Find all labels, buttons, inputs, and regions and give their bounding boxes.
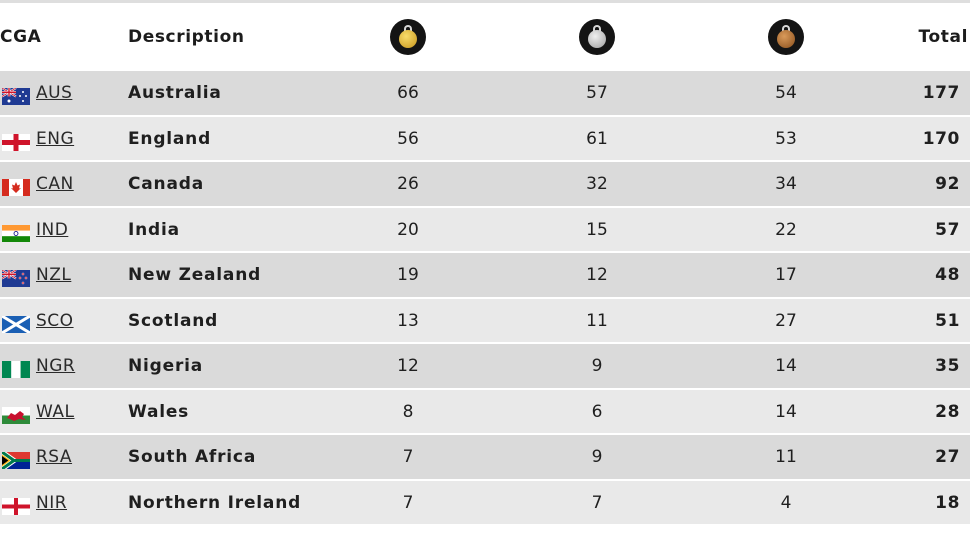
gold-medal-icon[interactable]	[390, 19, 426, 55]
gold-count: 8	[402, 401, 414, 422]
country-code-link[interactable]: IND	[36, 219, 69, 240]
country-code-link[interactable]: NZL	[36, 265, 72, 285]
top-divider	[0, 0, 970, 3]
gold-count: 19	[397, 265, 419, 285]
country-name: England	[128, 128, 212, 149]
bronze-count: 14	[775, 356, 797, 376]
total-count: 27	[935, 447, 960, 467]
table-row: SCO Scotland 13 11 27 51	[0, 298, 970, 344]
gold-count: 26	[397, 174, 419, 194]
gold-count: 12	[397, 356, 419, 376]
table-row: NZL New Zealand 19 12 17 48	[0, 253, 970, 299]
silver-count: 9	[591, 447, 603, 467]
total-count: 51	[935, 310, 960, 331]
india-flag-icon	[2, 224, 30, 242]
bronze-count: 11	[775, 447, 797, 467]
total-count: 48	[935, 265, 960, 285]
country-name: Scotland	[128, 310, 219, 331]
country-name: New Zealand	[128, 265, 262, 285]
silver-medal-icon[interactable]	[579, 19, 615, 55]
country-code-link[interactable]: WAL	[36, 401, 75, 422]
table-body: AUS Australia 66 57 54 177 ENG England 5…	[0, 71, 970, 526]
northern-ireland-flag-icon	[2, 497, 30, 515]
bronze-count: 4	[780, 492, 792, 513]
country-name: South Africa	[128, 447, 257, 467]
country-code-link[interactable]: SCO	[36, 310, 74, 331]
header-cga[interactable]: CGA	[0, 27, 42, 47]
country-code-link[interactable]: CAN	[36, 174, 74, 194]
bronze-count: 54	[775, 83, 797, 103]
bronze-count: 27	[775, 310, 797, 331]
table-row: ENG England 56 61 53 170	[0, 116, 970, 162]
total-count: 170	[922, 128, 960, 149]
country-code-link[interactable]: ENG	[36, 128, 75, 149]
table-row: NIR Northern Ireland 7 7 4 18	[0, 480, 970, 526]
bronze-medal-icon[interactable]	[768, 19, 804, 55]
header-description[interactable]: Description	[128, 27, 245, 47]
gold-count: 20	[397, 219, 419, 240]
wales-flag-icon	[2, 406, 30, 424]
country-name: Nigeria	[128, 356, 204, 376]
table-row: AUS Australia 66 57 54 177	[0, 71, 970, 117]
canada-flag-icon	[2, 179, 30, 196]
country-name: Canada	[128, 174, 204, 194]
nigeria-flag-icon	[2, 361, 30, 378]
country-name: Wales	[128, 401, 190, 422]
silver-count: 15	[586, 219, 608, 240]
country-name: Australia	[128, 83, 222, 103]
table-row: WAL Wales 8 6 14 28	[0, 389, 970, 435]
table-row: CAN Canada 26 32 34 92	[0, 162, 970, 208]
south-africa-flag-icon	[2, 452, 30, 469]
australia-flag-icon	[2, 88, 30, 105]
gold-count: 13	[397, 310, 419, 331]
silver-count: 32	[586, 174, 608, 194]
bronze-count: 53	[775, 128, 797, 149]
total-count: 57	[935, 219, 960, 240]
table-header: CGA Description Total	[0, 3, 970, 71]
silver-count: 12	[586, 265, 608, 285]
gold-count: 7	[402, 492, 414, 513]
gold-count: 66	[397, 83, 419, 103]
gold-count: 7	[402, 447, 414, 467]
country-code-link[interactable]: RSA	[36, 447, 73, 467]
country-name: Northern Ireland	[128, 492, 302, 513]
country-code-link[interactable]: NGR	[36, 356, 76, 376]
table-row: NGR Nigeria 12 9 14 35	[0, 344, 970, 390]
bronze-count: 14	[775, 401, 797, 422]
total-count: 92	[935, 174, 960, 194]
silver-count: 11	[586, 310, 608, 331]
silver-count: 9	[591, 356, 603, 376]
table-row: RSA South Africa 7 9 11 27	[0, 435, 970, 481]
bronze-count: 17	[775, 265, 797, 285]
total-count: 18	[935, 492, 960, 513]
silver-count: 61	[586, 128, 608, 149]
silver-count: 6	[591, 401, 603, 422]
country-name: India	[128, 219, 180, 240]
new-zealand-flag-icon	[2, 270, 30, 287]
scotland-flag-icon	[2, 315, 30, 333]
total-count: 177	[922, 83, 960, 103]
england-flag-icon	[2, 133, 30, 151]
table-row: IND India 20 15 22 57	[0, 207, 970, 253]
total-count: 35	[935, 356, 960, 376]
gold-count: 56	[397, 128, 419, 149]
silver-count: 57	[586, 83, 608, 103]
header-total[interactable]: Total	[918, 27, 968, 47]
country-code-link[interactable]: AUS	[36, 83, 73, 103]
country-code-link[interactable]: NIR	[36, 492, 68, 513]
bronze-count: 34	[775, 174, 797, 194]
total-count: 28	[935, 401, 960, 422]
silver-count: 7	[591, 492, 603, 513]
bronze-count: 22	[775, 219, 797, 240]
